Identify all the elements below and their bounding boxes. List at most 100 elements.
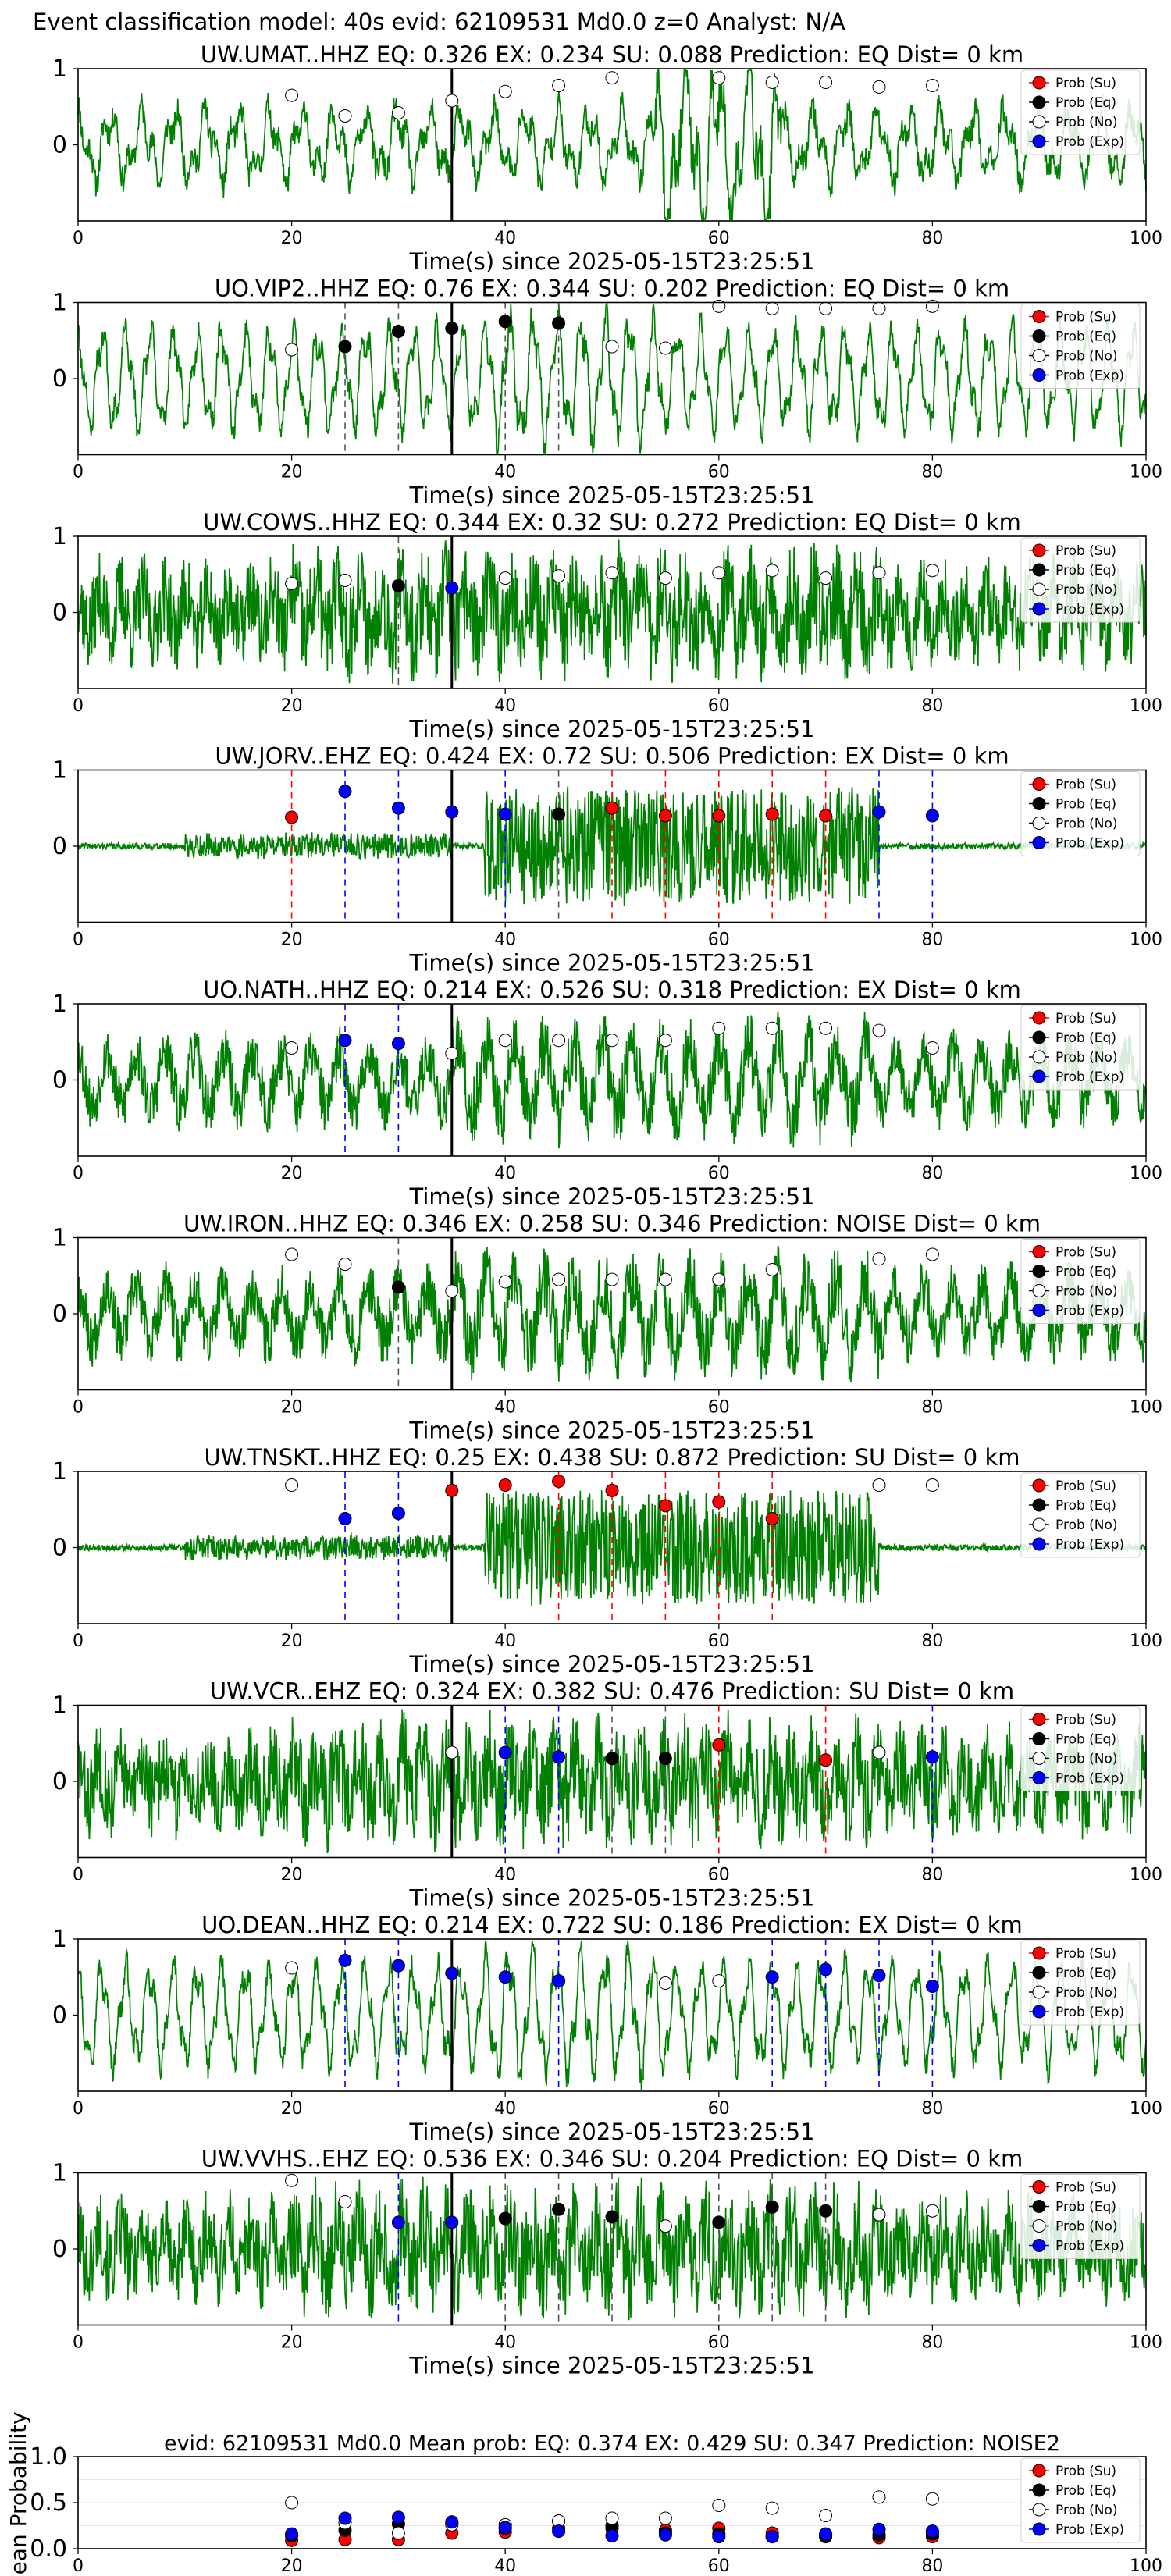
- panel-6: UW.IRON..HHZ EQ: 0.346 EX: 0.258 SU: 0.3…: [52, 1211, 1162, 1444]
- prob-point-no: [552, 78, 566, 92]
- panel-8: UW.VCR..EHZ EQ: 0.324 EX: 0.382 SU: 0.47…: [52, 1678, 1162, 1912]
- x-tick-label: 20: [281, 463, 303, 482]
- legend-marker-su: [1032, 2464, 1046, 2478]
- prob-point-su: [552, 1475, 566, 1489]
- prob-point-eq: [391, 325, 405, 339]
- prob-point-no: [391, 106, 405, 120]
- prob-point-su: [712, 1738, 726, 1752]
- prob-point-no: [712, 299, 726, 313]
- prob-point-no: [765, 301, 779, 315]
- prob-point-su: [445, 1483, 459, 1497]
- panel-title: UO.NATH..HHZ EQ: 0.214 EX: 0.526 SU: 0.3…: [203, 977, 1021, 1003]
- x-tick-label: 20: [281, 229, 303, 248]
- x-axis-label: Time(s) since 2025-05-15T23:25:51: [409, 248, 815, 275]
- legend-marker-exp: [1032, 1771, 1046, 1784]
- y-tick-label: 1: [52, 757, 67, 785]
- legend-label-no: Prob (No): [1055, 582, 1118, 598]
- legend-box: [1020, 1706, 1141, 1791]
- prob-point-no: [765, 1021, 779, 1035]
- legend-label-su: Prob (Su): [1055, 310, 1116, 326]
- prob-point-no: [658, 1976, 672, 1991]
- prob-point-no: [498, 84, 512, 98]
- legend-marker-eq: [1032, 1030, 1046, 1044]
- prob-point-no: [498, 1275, 512, 1289]
- y-tick-label: 0: [52, 365, 67, 393]
- x-axis-label: Time(s) since 2025-05-15T23:25:51: [409, 482, 815, 509]
- legend-marker-su: [1032, 76, 1046, 90]
- legend-marker-su: [1032, 310, 1046, 323]
- legend-box: [1020, 771, 1141, 856]
- prob-point-no: [819, 571, 833, 585]
- prob-point-exp: [338, 1034, 352, 1048]
- x-tick-label: 0: [73, 1631, 84, 1651]
- legend-marker-eq: [1032, 1732, 1046, 1745]
- x-tick-label: 80: [921, 930, 943, 950]
- waveform-trace: [77, 1245, 1147, 1382]
- legend-label-exp: Prob (Exp): [1055, 1771, 1124, 1787]
- prob-point-no: [712, 1974, 726, 1988]
- legend-marker-no: [1032, 817, 1046, 830]
- prob-point-no: [925, 78, 939, 92]
- prob-point-no: [765, 564, 779, 578]
- x-tick-label: 0: [73, 930, 84, 950]
- x-tick-label: 80: [921, 1398, 943, 1418]
- y-tick-label: 0.0: [30, 2535, 67, 2563]
- prob-point-exp: [391, 2510, 405, 2524]
- prob-point-no: [712, 566, 726, 580]
- prob-point-exp: [872, 2522, 886, 2536]
- legend-label-eq: Prob (Eq): [1055, 563, 1116, 578]
- legend-label-exp: Prob (Exp): [1055, 1537, 1124, 1553]
- x-tick-label: 60: [708, 2333, 730, 2353]
- prob-point-no: [872, 1023, 886, 1037]
- legend-label-eq: Prob (Eq): [1055, 95, 1116, 111]
- prob-point-su: [712, 809, 726, 823]
- prob-point-no: [925, 2204, 939, 2218]
- legend-label-no: Prob (No): [1055, 1284, 1118, 1300]
- legend-box: [1020, 1940, 1141, 2026]
- legend-marker-su: [1032, 1478, 1046, 1493]
- y-tick-label: 1: [52, 1926, 67, 1953]
- prob-point-no: [498, 571, 512, 585]
- prob-point-exp: [552, 1974, 566, 1988]
- x-tick-label: 40: [494, 463, 516, 482]
- prob-point-no: [605, 71, 619, 85]
- prob-point-eq: [658, 1752, 672, 1766]
- legend-marker-no: [1032, 2219, 1046, 2233]
- legend: Prob (Su) Prob (Eq) Prob (No) Prob (Exp): [1020, 771, 1141, 856]
- prob-point-no: [285, 576, 299, 590]
- panel-mean: evid: 62109531 Md0.0 Mean prob: EQ: 0.37…: [5, 2411, 1162, 2576]
- prob-point-exp: [712, 2530, 726, 2544]
- prob-point-su: [765, 1511, 779, 1525]
- x-axis-label: Time(s) since 2025-05-15T23:25:51: [409, 2119, 815, 2145]
- waveform-trace: [77, 786, 1147, 906]
- legend-label-su: Prob (Su): [1055, 2180, 1116, 2196]
- legend-marker-eq: [1032, 2483, 1046, 2497]
- y-tick-label: 1: [52, 1225, 67, 1252]
- legend-marker-su: [1032, 777, 1046, 791]
- prob-point-no: [712, 1272, 726, 1286]
- prob-point-eq: [338, 340, 352, 354]
- legend-label-exp: Prob (Exp): [1055, 836, 1124, 852]
- legend-label-su: Prob (Su): [1055, 1245, 1116, 1261]
- legend-label-su: Prob (Su): [1055, 1713, 1116, 1728]
- legend-marker-exp: [1032, 2239, 1046, 2252]
- prob-point-eq: [391, 578, 405, 592]
- x-tick-label: 20: [281, 1164, 303, 1183]
- y-tick-label: 0: [52, 1535, 67, 1562]
- legend-marker-eq: [1032, 2200, 1046, 2213]
- x-tick-label: 40: [494, 2333, 516, 2353]
- y-tick-label: 0: [52, 132, 67, 159]
- x-tick-label: 80: [921, 2333, 943, 2353]
- legend-marker-no: [1032, 1752, 1046, 1765]
- prob-point-no: [819, 2509, 833, 2523]
- prob-point-exp: [391, 801, 405, 815]
- x-tick-label: 40: [494, 229, 516, 248]
- prob-point-no: [925, 564, 939, 578]
- panel-5: UO.NATH..HHZ EQ: 0.214 EX: 0.526 SU: 0.3…: [52, 977, 1162, 1210]
- legend-label-exp: Prob (Exp): [1055, 1069, 1124, 1085]
- panel-title: UW.IRON..HHZ EQ: 0.346 EX: 0.258 SU: 0.3…: [183, 1211, 1041, 1237]
- panel-4: UW.JORV..EHZ EQ: 0.424 EX: 0.72 SU: 0.50…: [52, 743, 1162, 977]
- prob-point-no: [445, 1745, 459, 1759]
- legend-label-eq: Prob (Eq): [1055, 2483, 1116, 2499]
